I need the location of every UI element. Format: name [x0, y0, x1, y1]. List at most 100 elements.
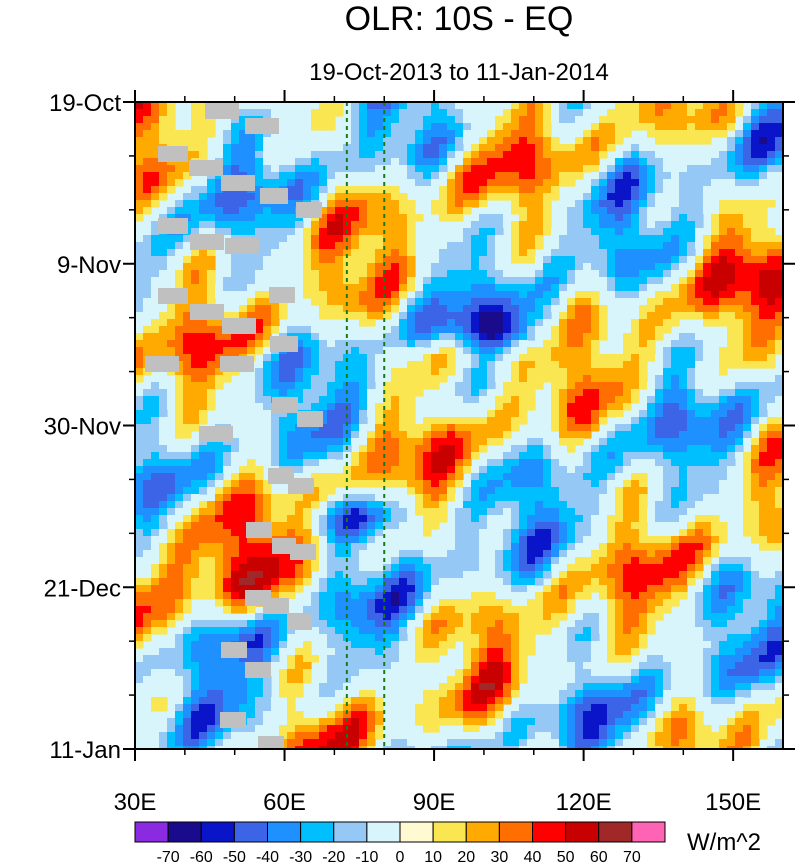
- field-cell: [487, 340, 496, 348]
- field-cell: [471, 536, 480, 544]
- field-cell: [663, 298, 672, 306]
- field-cell: [671, 389, 680, 397]
- field-cell: [631, 291, 640, 299]
- field-cell: [455, 256, 464, 264]
- field-cell: [759, 228, 768, 236]
- field-cell: [751, 522, 760, 530]
- field-cell: [399, 193, 408, 201]
- field-cell: [671, 396, 680, 404]
- field-cell: [519, 249, 528, 257]
- field-cell: [519, 480, 528, 488]
- field-cell: [535, 347, 544, 355]
- field-cell: [255, 193, 264, 201]
- field-cell: [735, 396, 744, 404]
- field-cell: [687, 564, 696, 572]
- field-cell: [663, 571, 672, 579]
- field-cell: [183, 424, 192, 432]
- field-cell: [351, 403, 360, 411]
- field-cell: [191, 193, 200, 201]
- field-cell: [535, 508, 544, 516]
- field-cell: [335, 536, 344, 544]
- field-cell: [663, 480, 672, 488]
- field-cell: [615, 305, 624, 313]
- field-cell: [135, 375, 144, 383]
- field-cell: [455, 207, 464, 215]
- field-cell: [183, 487, 192, 495]
- field-cell: [175, 445, 184, 453]
- field-cell: [695, 130, 704, 138]
- field-cell: [311, 144, 320, 152]
- field-cell: [319, 228, 328, 236]
- field-cell: [351, 200, 360, 208]
- field-cell: [151, 256, 160, 264]
- field-cell: [471, 109, 480, 117]
- field-cell: [567, 165, 576, 173]
- field-cell: [615, 410, 624, 418]
- field-cell: [767, 354, 776, 362]
- field-cell: [583, 494, 592, 502]
- field-cell: [391, 228, 400, 236]
- field-cell: [647, 270, 656, 278]
- field-cell: [239, 158, 248, 166]
- field-cell: [743, 319, 752, 327]
- field-cell: [519, 564, 528, 572]
- field-cell: [135, 312, 144, 320]
- field-cell: [655, 242, 664, 250]
- field-cell: [263, 424, 272, 432]
- field-cell: [735, 347, 744, 355]
- field-cell: [183, 571, 192, 579]
- field-cell: [247, 417, 256, 425]
- field-cell: [591, 221, 600, 229]
- field-cell: [199, 515, 208, 523]
- field-cell: [391, 452, 400, 460]
- field-cell: [447, 116, 456, 124]
- field-cell: [535, 109, 544, 117]
- field-cell: [575, 263, 584, 271]
- field-cell: [231, 284, 240, 292]
- field-cell: [775, 263, 783, 271]
- field-cell: [511, 284, 520, 292]
- field-cell: [487, 333, 496, 341]
- field-cell: [215, 515, 224, 523]
- field-cell: [231, 431, 240, 439]
- field-cell: [367, 263, 376, 271]
- field-cell: [391, 207, 400, 215]
- field-cell: [439, 326, 448, 334]
- field-cell: [751, 564, 760, 572]
- field-cell: [687, 214, 696, 222]
- field-cell: [487, 515, 496, 523]
- field-cell: [487, 487, 496, 495]
- field-cell: [431, 375, 440, 383]
- field-cell: [615, 396, 624, 404]
- field-cell: [255, 361, 264, 369]
- field-cell: [535, 543, 544, 551]
- field-cell: [599, 382, 608, 390]
- field-cell: [567, 242, 576, 250]
- field-cell: [279, 368, 288, 376]
- field-cell: [327, 235, 336, 243]
- field-cell: [327, 410, 336, 418]
- field-cell: [359, 494, 368, 502]
- field-cell: [615, 165, 624, 173]
- field-cell: [351, 522, 360, 530]
- field-cell: [423, 522, 432, 530]
- field-cell: [575, 571, 584, 579]
- field-cell: [583, 291, 592, 299]
- field-cell: [239, 256, 248, 264]
- field-cell: [335, 347, 344, 355]
- field-cell: [183, 459, 192, 467]
- field-cell: [271, 109, 280, 117]
- field-cell: [383, 151, 392, 159]
- field-cell: [191, 396, 200, 404]
- field-cell: [167, 445, 176, 453]
- field-cell: [751, 340, 760, 348]
- field-cell: [671, 508, 680, 516]
- field-cell: [751, 130, 760, 138]
- field-cell: [175, 368, 184, 376]
- field-cell: [655, 172, 664, 180]
- field-cell: [439, 571, 448, 579]
- field-cell: [175, 326, 184, 334]
- field-cell: [599, 585, 608, 593]
- field-cell: [159, 571, 168, 579]
- field-cell: [191, 550, 200, 558]
